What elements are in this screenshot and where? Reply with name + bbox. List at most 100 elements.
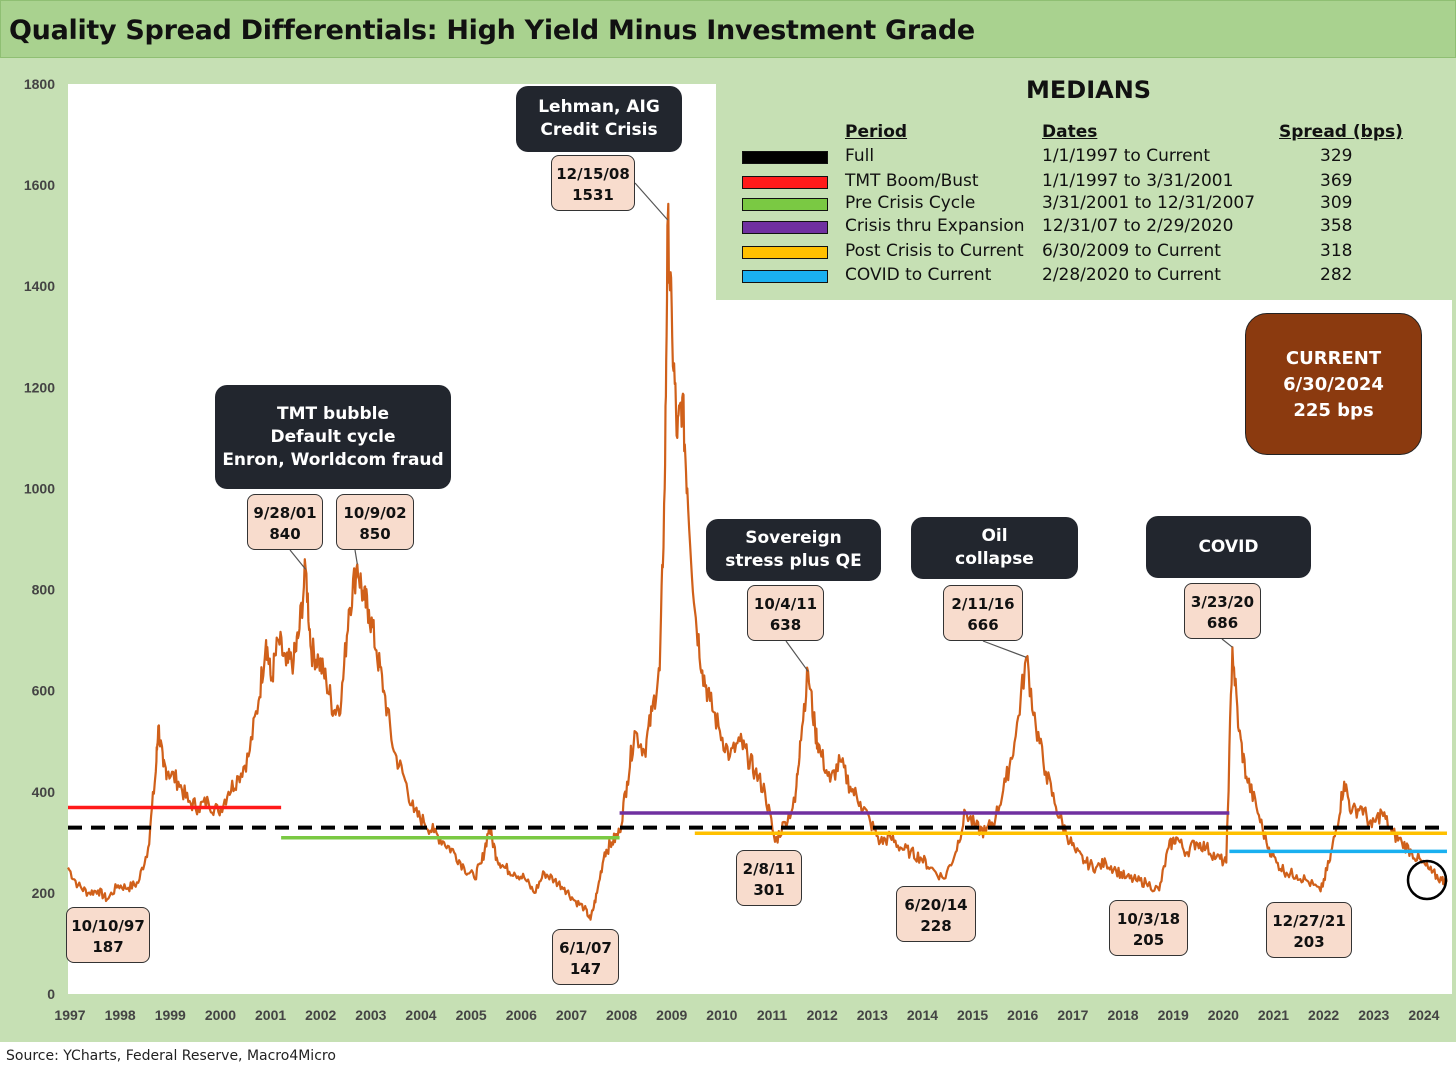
medians-row: Pre Crisis Cycle 3/31/2001 to 12/31/2007… [716,193,1452,217]
legend-swatch-pre-crisis [742,198,828,211]
annotation-leader-line [354,549,358,565]
y-tick-label: 800 [32,582,56,598]
y-tick-label: 1000 [24,480,55,496]
medians-title: MEDIANS [1026,76,1152,104]
y-tick-label: 1800 [24,76,55,92]
x-tick-label: 2018 [1107,1007,1138,1023]
current-marker-circle [1406,859,1448,901]
legend-swatch-crisis-expansion [742,221,828,234]
date-label-181003: 10/3/18 205 [1109,900,1188,956]
current-value: 225 bps [1293,400,1374,421]
x-tick-label: 2024 [1408,1007,1439,1023]
date-label-971010: 10/10/97 187 [66,907,150,963]
medians-row: Full 1/1/1997 to Current 329 [716,146,1452,170]
event-box-line: Credit Crisis [540,120,658,140]
annotation-leader-line [289,549,307,570]
medians-header-period: Period [845,122,908,142]
annotation-leader-line [982,640,1027,658]
current-date: 6/30/2024 [1283,374,1384,395]
date-label-010928: 9/28/01 840 [247,494,323,550]
medians-dates: 2/28/2020 to Current [1042,265,1221,285]
medians-header-spread: Spread (bps) [1279,122,1403,142]
x-tick-label: 2017 [1057,1007,1088,1023]
y-tick-label: 400 [32,784,56,800]
medians-dates: 1/1/1997 to Current [1042,146,1211,166]
date-label-110208: 2/8/11 301 [736,850,802,906]
medians-spread: 329 [1320,146,1353,166]
medians-table: MEDIANS Period Dates Spread (bps) Full 1… [716,62,1452,300]
x-tick-label: 2016 [1007,1007,1038,1023]
medians-spread: 309 [1320,193,1353,213]
y-tick-label: 200 [32,885,56,901]
x-tick-label: 2020 [1208,1007,1239,1023]
spread-series-line [67,202,1448,921]
annotation-leader-line [1221,638,1233,648]
x-tick-label: 2013 [857,1007,888,1023]
series-layer [67,202,1448,921]
x-tick-label: 2007 [556,1007,587,1023]
x-tick-label: 2003 [355,1007,386,1023]
event-box-line: stress plus QE [725,551,862,571]
medians-dates: 12/31/07 to 2/29/2020 [1042,216,1234,236]
x-tick-label: 2005 [456,1007,487,1023]
y-tick-label: 1600 [24,177,55,193]
x-tick-label: 2002 [305,1007,336,1023]
medians-period: Pre Crisis Cycle [845,193,976,213]
x-tick-label: 2000 [205,1007,236,1023]
date-label-070601: 6/1/07 147 [552,929,619,985]
title-bar: Quality Spread Differentials: High Yield… [0,0,1456,58]
x-tick-label: 2001 [255,1007,286,1023]
leader-layer [289,182,1233,672]
date-label-160211: 2/11/16 666 [943,585,1023,641]
x-tick-label: 2014 [907,1007,938,1023]
event-box-line: COVID [1198,536,1259,557]
event-box-covid: COVID [1146,516,1311,578]
medians-spread: 318 [1320,241,1353,261]
x-tick-label: 2015 [957,1007,988,1023]
medians-dates: 1/1/1997 to 3/31/2001 [1042,171,1234,191]
y-tick-label: 1200 [24,379,55,395]
legend-swatch-full [742,151,828,164]
legend-swatch-tmt [742,176,828,189]
current-label: CURRENT [1285,348,1382,369]
event-box-tmt: TMT bubble Default cycle Enron, Worldcom f… [215,385,451,489]
x-tick-label: 1998 [105,1007,136,1023]
y-tick-label: 1400 [24,278,55,294]
event-box-line: collapse [955,549,1034,569]
page-title: Quality Spread Differentials: High Yield… [9,15,975,46]
event-box-lehman: Lehman, AIG Credit Crisis [516,86,682,152]
medians-period: Full [845,146,875,166]
event-box-line: Oil [981,526,1008,546]
medians-spread: 282 [1320,265,1353,285]
event-box-line: Default cycle [270,426,396,447]
x-tick-label: 1997 [54,1007,85,1023]
medians-dates: 3/31/2001 to 12/31/2007 [1042,193,1256,213]
medians-dates: 6/30/2009 to Current [1042,241,1221,261]
legend-swatch-post-crisis [742,246,828,259]
date-label-211227: 12/27/21 203 [1266,902,1352,958]
date-label-140620: 6/20/14 228 [896,886,976,942]
annotation-leader-line [785,640,809,672]
legend-swatch-covid [742,270,828,283]
current-value-box: CURRENT 6/30/2024 225 bps [1245,313,1422,455]
annotation-leader-line [634,182,669,221]
x-tick-label: 2006 [506,1007,537,1023]
medians-row: Crisis thru Expansion 12/31/07 to 2/29/2… [716,216,1452,240]
x-tick-label: 2021 [1258,1007,1289,1023]
event-box-line: Sovereign [745,528,842,548]
medians-period: Crisis thru Expansion [845,216,1025,236]
medians-period: COVID to Current [845,265,992,285]
y-tick-label: 0 [47,986,55,1002]
x-tick-label: 2012 [807,1007,838,1023]
axis-layer: 0 200 400 600 800 1000 1200 1400 1600 1800 1997 199… [24,76,1440,1023]
median-layer [68,805,1447,854]
x-tick-label: 2023 [1358,1007,1389,1023]
event-box-line: Enron, Worldcom fraud [222,449,444,470]
medians-period: TMT Boom/Bust [845,171,979,191]
date-label-021009: 10/9/02 850 [336,494,414,550]
medians-period: Post Crisis to Current [845,241,1024,261]
medians-row: COVID to Current 2/28/2020 to Current 28… [716,265,1452,289]
source-bar: Source: YCharts, Federal Reserve, Macro4… [0,1042,1456,1070]
x-tick-label: 2022 [1308,1007,1339,1023]
